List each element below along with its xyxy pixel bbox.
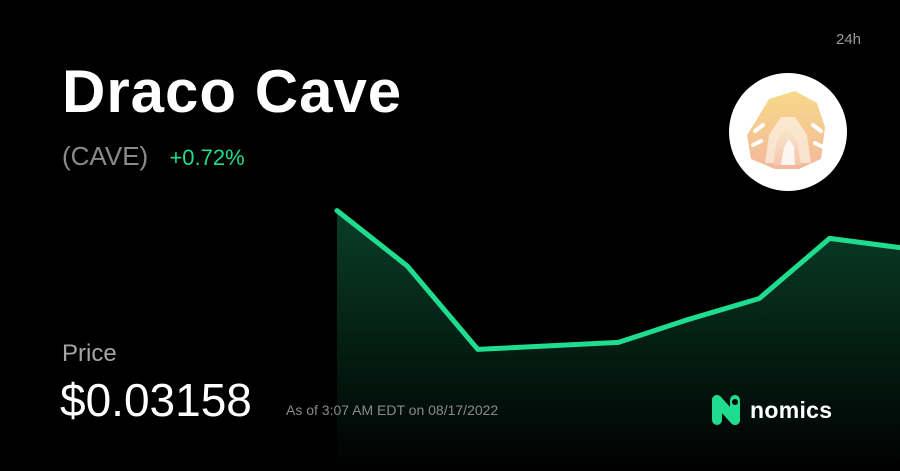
nomics-brand[interactable]: nomics — [711, 393, 832, 427]
nomics-logo-icon — [712, 395, 740, 425]
timeframe-label: 24h — [836, 31, 862, 48]
asset-name: Draco Cave — [62, 58, 403, 125]
price-timestamp: As of 3:07 AM EDT on 08/17/2022 — [286, 402, 499, 418]
draco-cave-logo-icon — [729, 73, 847, 191]
asset-symbol: (CAVE) — [62, 141, 149, 171]
chart-area-fill — [337, 210, 900, 471]
price-change: +0.72% — [169, 145, 245, 170]
price-value: $0.03158 — [60, 374, 252, 426]
price-label: Price — [62, 340, 117, 367]
brand-name: nomics — [750, 396, 833, 423]
asset-subtitle: (CAVE) +0.72% — [62, 138, 245, 176]
